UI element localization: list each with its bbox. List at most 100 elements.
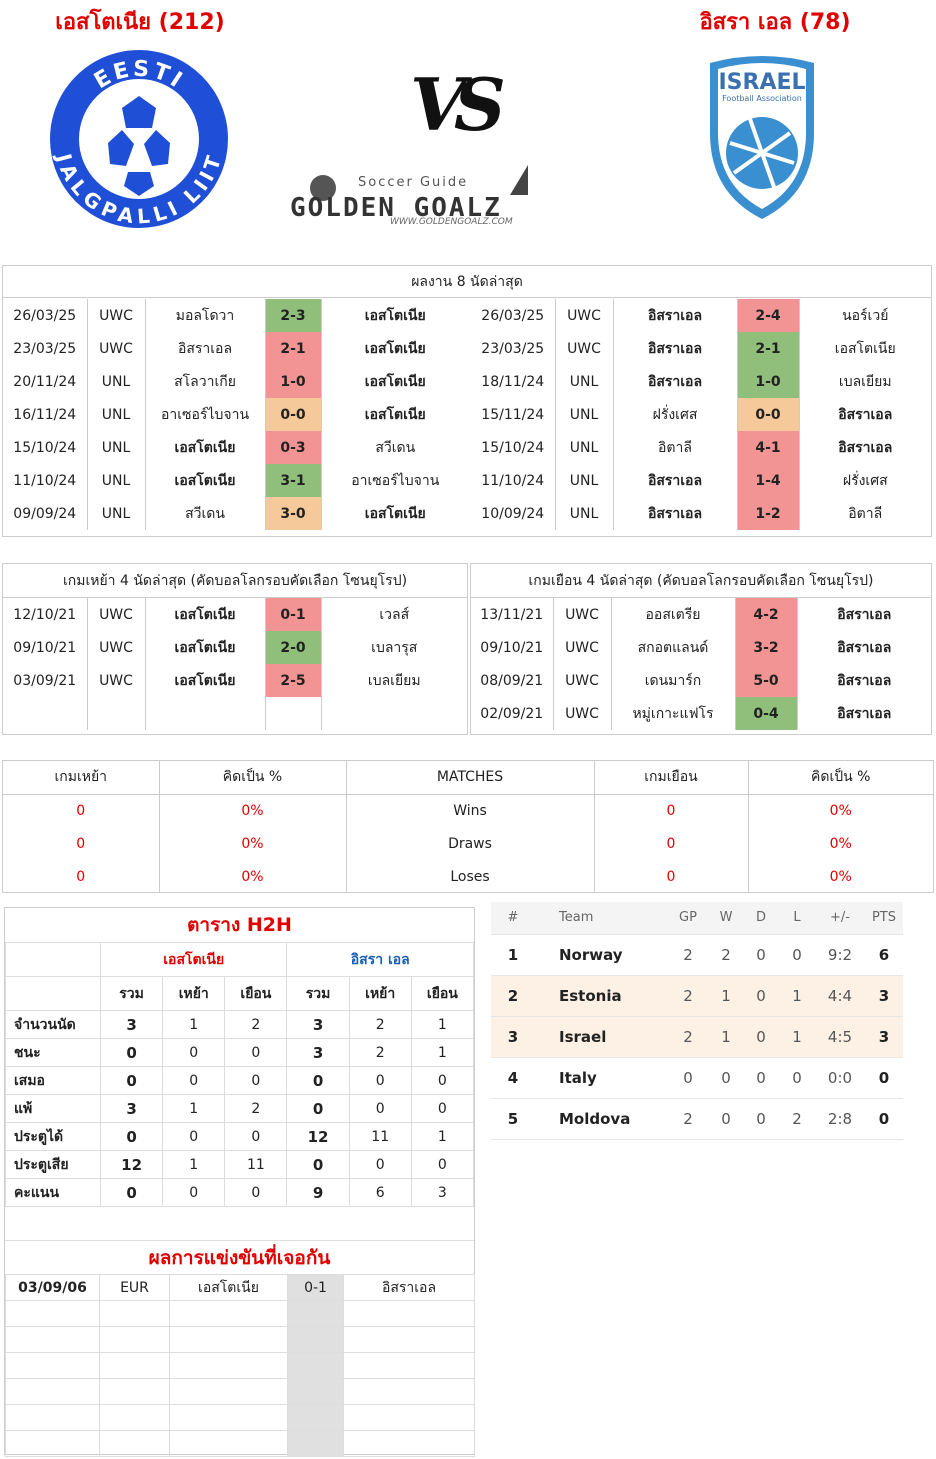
match-competition <box>87 697 146 730</box>
match-score: 4-2 <box>735 598 798 631</box>
result-away <box>343 1352 475 1379</box>
league-d: 0 <box>743 934 779 976</box>
h2h-value: 0 <box>224 1122 288 1151</box>
match-home-team: ฝรั่งเศส <box>613 398 738 431</box>
h2h-value: 11 <box>348 1122 412 1151</box>
stats-table: เกมเหย้า คิดเป็น % MATCHES เกมเยือน คิดเป็น … <box>3 761 933 893</box>
h2h-row-label: คะแนน <box>5 1178 101 1207</box>
h2h-value: 1 <box>162 1094 226 1123</box>
h2h-team-row: เอสโตเนีย อิสรา เอล <box>5 942 474 977</box>
match-away-team: เบลเยียม <box>367 672 421 689</box>
match-home-team: มอลโดวา <box>145 299 266 332</box>
vs-graphic: VS <box>410 62 506 147</box>
match-score: 2-5 <box>265 664 322 697</box>
match-competition: UNL <box>87 464 146 497</box>
match-row: 10/09/24 UNL อิสราเอล 1-2 อิตาลี <box>471 497 931 530</box>
match-row: 03/09/21 UWC เอสโตเนีย 2-5 เบลเยียม <box>3 664 467 697</box>
match-competition: UNL <box>555 497 614 530</box>
h2h-value: 1 <box>410 1122 475 1151</box>
match-away-team <box>321 697 467 730</box>
stats-cell: 0% <box>159 794 347 827</box>
match-home-team: อิสราเอล <box>145 332 266 365</box>
league-team[interactable]: Moldova <box>535 1098 667 1140</box>
h2h-value: 3 <box>99 1010 164 1039</box>
h2h-value: 2 <box>348 1038 412 1067</box>
last-8-section: ผลงาน 8 นัดล่าสุด 26/03/25 UWC มอลโดวา 2-3 เ… <box>2 265 932 537</box>
match-score: 0-4 <box>735 697 798 730</box>
league-pts: 3 <box>865 975 903 1017</box>
result-competition <box>99 1404 170 1431</box>
match-home-team: อิสราเอล <box>613 299 738 332</box>
result-away: อิสราเอล <box>343 1274 475 1301</box>
league-pts: 3 <box>865 1016 903 1058</box>
stats-cell: Loses <box>346 860 595 893</box>
match-home-team: ออสเตรีย <box>611 598 736 631</box>
result-away <box>343 1430 475 1457</box>
match-home-team: อิสราเอล <box>613 365 738 398</box>
match-home-team: เอสโตเนีย <box>145 431 266 464</box>
match-score: 4-1 <box>737 431 800 464</box>
stats-cell: Wins <box>346 794 595 827</box>
match-away-team: อิสราเอล <box>838 439 893 456</box>
ball-icon <box>310 175 336 201</box>
result-date <box>5 1404 100 1431</box>
match-row: 18/11/24 UNL อิสราเอล 1-0 เบลเยียม <box>471 365 931 398</box>
result-away <box>343 1378 475 1405</box>
israel-logo: ISRAEL Football Association <box>700 53 824 221</box>
result-home <box>169 1352 288 1379</box>
league-row: 1 Norway 2 2 0 0 9:2 6 <box>491 934 903 976</box>
match-date: 15/11/24 <box>471 398 556 431</box>
match-home-team: สโลวาเกีย <box>145 365 266 398</box>
result-home <box>169 1430 288 1457</box>
match-away-team: อิสราเอล <box>837 705 892 722</box>
svg-text:Football Association: Football Association <box>722 94 802 103</box>
league-table: # Team GP W D L +/- PTS 1 Norway 2 2 0 0 9:2 6 2 Estonia 2… <box>491 902 903 1140</box>
h2h-value: 6 <box>348 1178 412 1207</box>
league-header-cell: L <box>779 902 815 935</box>
stats-cell: 0 <box>594 827 749 860</box>
league-w: 2 <box>709 934 743 976</box>
match-date: 12/10/21 <box>3 598 88 631</box>
h2h-value: 0 <box>99 1066 164 1095</box>
match-row: 16/11/24 UNL อาเซอร์ไบจาน 0-0 เอสโตเนีย <box>3 398 469 431</box>
match-date: 09/10/21 <box>3 631 88 664</box>
league-team[interactable]: Norway <box>535 934 667 976</box>
h2h-away-team: อิสรา เอล <box>286 942 474 977</box>
h2h-row: เสมอ 0 0 0 0 0 0 <box>5 1066 475 1095</box>
match-competition: UNL <box>555 431 614 464</box>
stats-cell: 0% <box>159 860 347 893</box>
match-away-team: ฝรั่งเศส <box>842 472 888 489</box>
league-team[interactable]: Israel <box>535 1016 667 1058</box>
match-row: 26/03/25 UWC อิสราเอล 2-4 นอร์เวย์ <box>471 299 931 332</box>
match-score: 2-3 <box>265 299 322 332</box>
h2h-row-label: แพ้ <box>5 1094 101 1123</box>
h2h-value: 2 <box>224 1094 288 1123</box>
match-home-team: เอสโตเนีย <box>145 631 266 664</box>
match-away-team: เบลารุส <box>371 639 418 656</box>
stats-header-cell: คิดเป็น % <box>159 761 347 794</box>
match-competition: UWC <box>87 598 146 631</box>
match-competition: UNL <box>555 464 614 497</box>
match-row: 15/11/24 UNL ฝรั่งเศส 0-0 อิสราเอล <box>471 398 931 431</box>
match-row: 23/03/25 UWC อิสราเอล 2-1 เอสโตเนีย <box>471 332 931 365</box>
h2h-result-row <box>5 1300 475 1327</box>
league-team[interactable]: Italy <box>535 1057 667 1099</box>
match-away-team: อาเซอร์ไบจาน <box>351 472 440 489</box>
league-team[interactable]: Estonia <box>535 975 667 1017</box>
league-row: 2 Estonia 2 1 0 1 4:4 3 <box>491 975 903 1017</box>
match-row: 09/09/24 UNL สวีเดน 3-0 เอสโตเนีย <box>3 497 469 530</box>
match-date: 09/10/21 <box>471 631 554 664</box>
result-home <box>169 1300 288 1327</box>
result-score <box>287 1352 344 1379</box>
match-date: 23/03/25 <box>3 332 88 365</box>
match-row: 26/03/25 UWC มอลโดวา 2-3 เอสโตเนีย <box>3 299 469 332</box>
h2h-value: 3 <box>286 1038 350 1067</box>
result-home <box>169 1326 288 1353</box>
h2h-corner <box>5 976 101 1011</box>
match-score: 2-1 <box>265 332 322 365</box>
match-row: 20/11/24 UNL สโลวาเกีย 1-0 เอสโตเนีย <box>3 365 469 398</box>
league-pts: 6 <box>865 934 903 976</box>
match-away-team: อิสราเอล <box>837 639 892 656</box>
match-score: 1-2 <box>737 497 800 530</box>
h2h-table: เอสโตเนีย อิสรา เอล รวม เหย้า เยือน รวม เหย้าเ… <box>5 942 475 1207</box>
